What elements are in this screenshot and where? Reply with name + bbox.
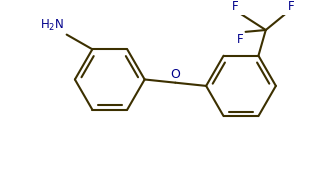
Text: F: F <box>231 0 238 13</box>
Text: F: F <box>288 0 294 13</box>
Text: O: O <box>170 68 180 81</box>
Text: F: F <box>237 33 244 46</box>
Text: H$_2$N: H$_2$N <box>40 18 64 33</box>
